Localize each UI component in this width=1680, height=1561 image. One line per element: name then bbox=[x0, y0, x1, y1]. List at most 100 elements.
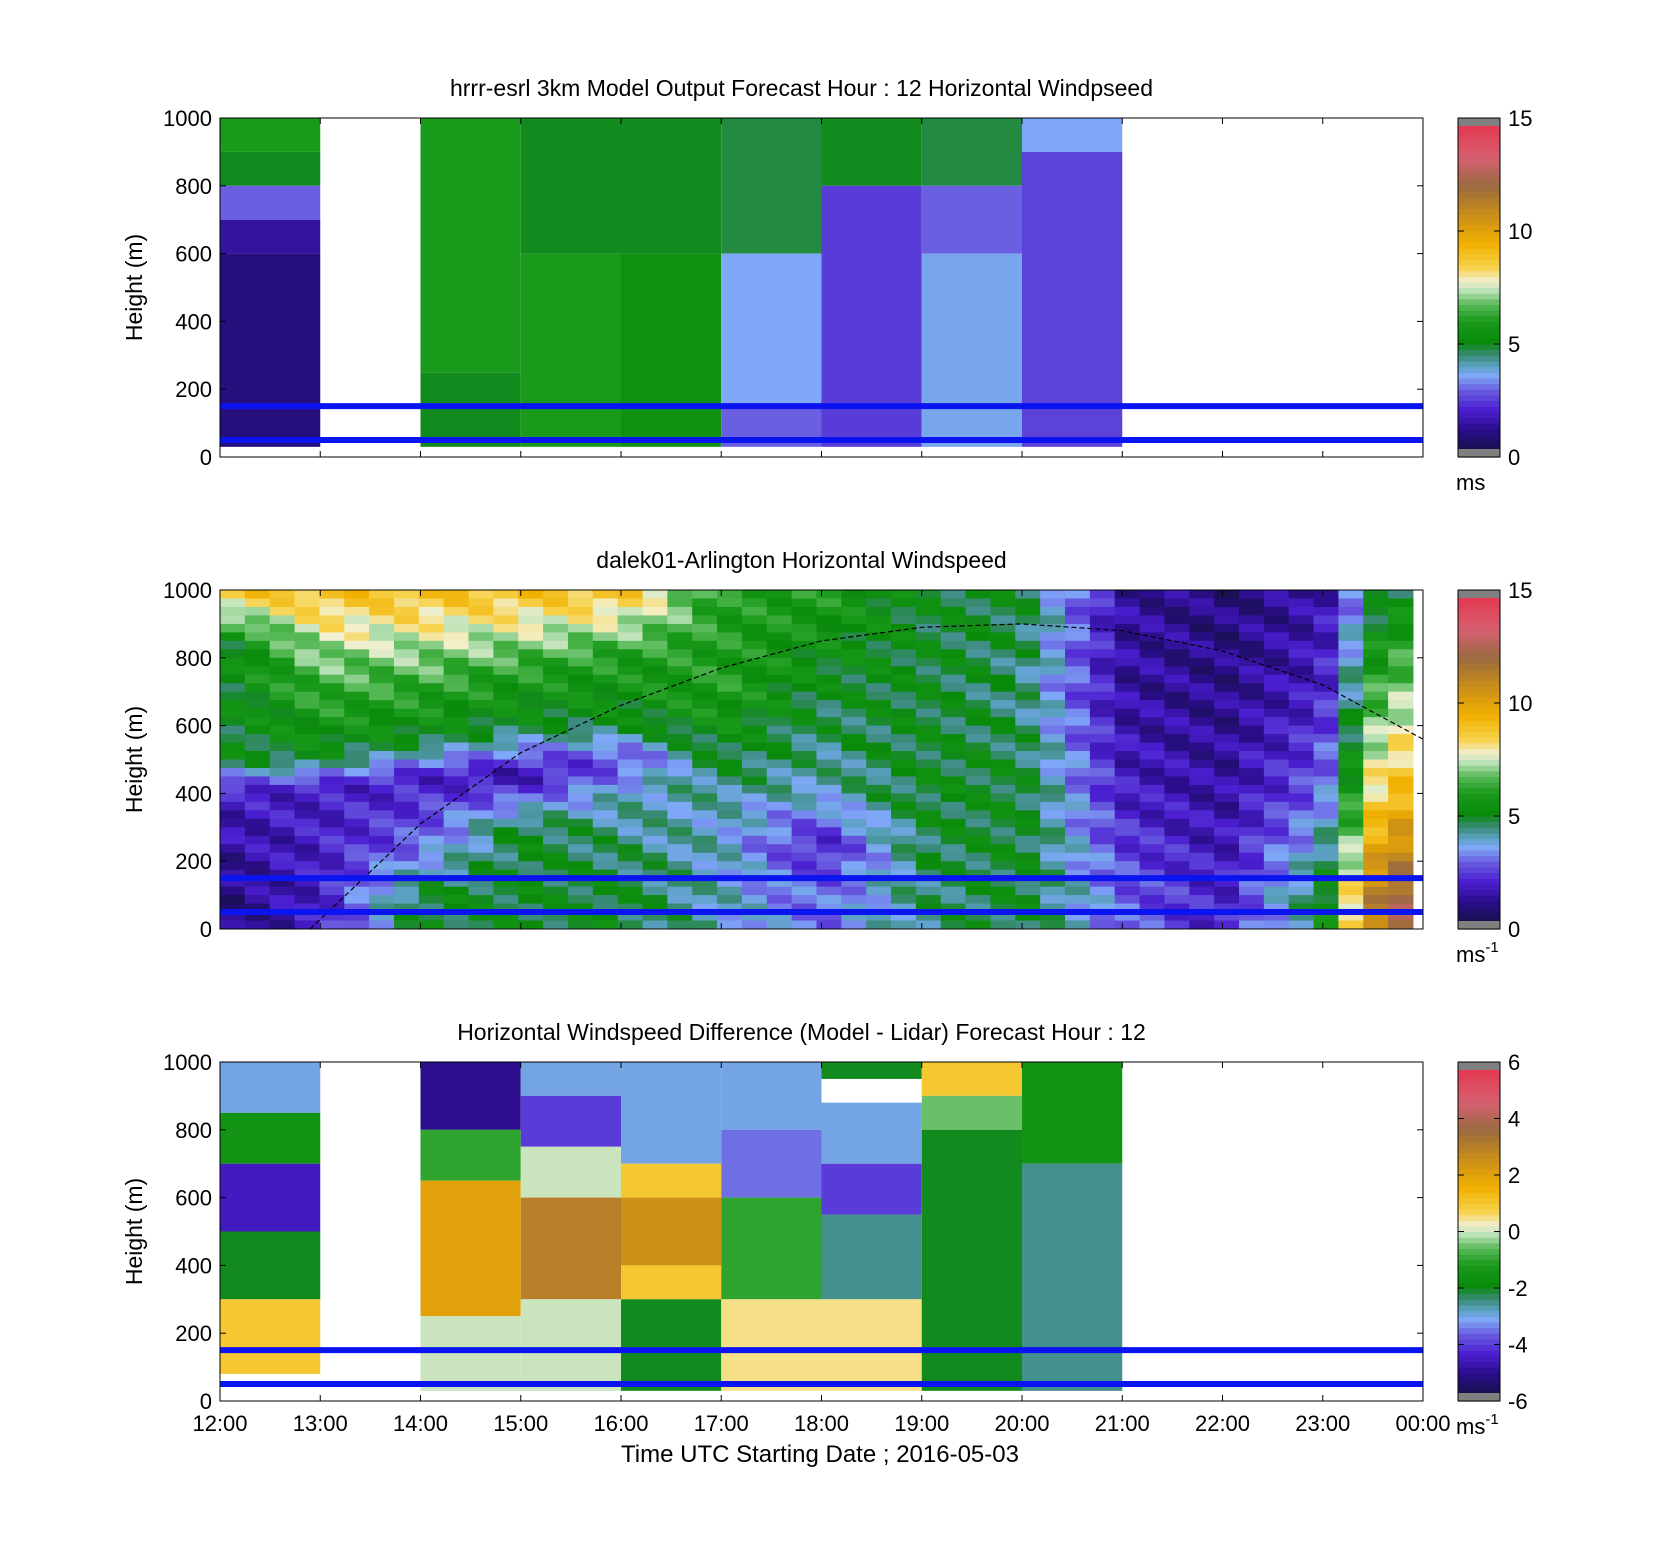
heatmap-cell bbox=[1040, 649, 1066, 659]
heatmap-cell bbox=[965, 649, 991, 659]
heatmap-cell bbox=[592, 827, 619, 837]
heatmap-cell bbox=[642, 784, 668, 794]
heatmap-cell bbox=[940, 912, 967, 922]
heatmap-cell bbox=[1288, 657, 1315, 667]
colorbar-segment bbox=[1458, 1288, 1500, 1295]
heatmap-cell bbox=[990, 717, 1016, 727]
heatmap-cell bbox=[940, 734, 967, 744]
colorbar-segment bbox=[1458, 686, 1500, 693]
x-axis-label: Time UTC Starting Date ; 2016-05-03 bbox=[621, 1441, 1019, 1468]
heatmap-cell bbox=[990, 751, 1016, 760]
heatmap-cell bbox=[891, 767, 917, 777]
heatmap-cell bbox=[990, 776, 1016, 786]
heatmap-cell bbox=[567, 920, 594, 930]
heatmap-cell bbox=[344, 793, 370, 803]
heatmap-cell bbox=[891, 623, 917, 633]
heatmap-cell bbox=[1164, 708, 1190, 718]
heatmap-cell bbox=[940, 717, 967, 727]
heatmap-cell bbox=[717, 700, 743, 710]
colorbar-segment bbox=[1458, 872, 1500, 879]
heatmap-cell bbox=[1114, 776, 1141, 786]
heatmap-cell bbox=[1015, 793, 1041, 803]
heatmap-cell bbox=[1363, 912, 1389, 922]
heatmap-cell bbox=[543, 674, 569, 684]
y-axis-label: Height (m) bbox=[121, 1178, 147, 1285]
heatmap-cell bbox=[443, 810, 470, 820]
heatmap-cell bbox=[816, 742, 842, 752]
heatmap-cell bbox=[1363, 717, 1389, 727]
heatmap-cell bbox=[567, 878, 594, 888]
heatmap-cell bbox=[294, 623, 320, 633]
heatmap-cell bbox=[1015, 708, 1041, 718]
heatmap-cell bbox=[518, 674, 544, 684]
heatmap-cell bbox=[1189, 835, 1215, 845]
heatmap-cell bbox=[692, 700, 718, 710]
heatmap-cell bbox=[1189, 674, 1215, 684]
heatmap-cell bbox=[940, 700, 967, 710]
heatmap-cell bbox=[915, 691, 942, 701]
heatmap-cell bbox=[1313, 810, 1339, 820]
heatmap-cell bbox=[791, 861, 817, 871]
heatmap-cell bbox=[841, 742, 867, 752]
heatmap-cell bbox=[420, 1180, 521, 1317]
heatmap-cell bbox=[468, 784, 494, 794]
heatmap-cell bbox=[692, 734, 718, 744]
heatmap-cell bbox=[841, 623, 867, 633]
heatmap-cell bbox=[567, 903, 594, 913]
heatmap-cell bbox=[965, 734, 991, 744]
heatmap-cell bbox=[1114, 734, 1141, 744]
heatmap-cell bbox=[965, 818, 991, 828]
heatmap-cells bbox=[220, 118, 1123, 447]
heatmap-cell bbox=[1214, 844, 1240, 854]
colorbar-segment bbox=[1458, 1084, 1500, 1091]
heatmap-cell bbox=[418, 869, 445, 879]
heatmap-cell bbox=[866, 598, 892, 608]
heatmap-cell bbox=[244, 657, 271, 667]
heatmap-cell bbox=[1015, 852, 1041, 862]
heatmap-cell bbox=[667, 869, 693, 879]
heatmap-cell bbox=[443, 861, 470, 871]
heatmap-cell bbox=[940, 649, 967, 659]
heatmap-cell bbox=[1114, 827, 1141, 837]
heatmap-cell bbox=[393, 683, 420, 693]
heatmap-cell bbox=[244, 895, 271, 905]
heatmap-cell bbox=[741, 852, 768, 862]
heatmap-cell bbox=[567, 734, 594, 744]
heatmap-cell bbox=[667, 759, 693, 769]
heatmap-cell bbox=[717, 649, 743, 659]
heatmap-cell bbox=[1313, 751, 1339, 760]
heatmap-cell bbox=[1238, 606, 1265, 616]
heatmap-cell bbox=[443, 623, 470, 633]
heatmap-cell bbox=[891, 598, 917, 608]
heatmap-cell bbox=[866, 742, 892, 752]
heatmap-cell bbox=[567, 590, 594, 599]
heatmap-cell bbox=[1238, 895, 1265, 905]
heatmap-cell bbox=[543, 878, 569, 888]
heatmap-cell bbox=[1263, 708, 1290, 718]
heatmap-cell bbox=[443, 869, 470, 879]
heatmap-cell bbox=[1338, 861, 1364, 871]
heatmap-cell bbox=[418, 912, 445, 922]
heatmap-cell bbox=[468, 683, 494, 693]
heatmap-cell bbox=[642, 912, 668, 922]
heatmap-cell bbox=[816, 649, 842, 659]
heatmap-cell bbox=[1338, 606, 1364, 616]
heatmap-cell bbox=[921, 118, 1022, 186]
heatmap-cell bbox=[294, 810, 320, 820]
heatmap-cell bbox=[1189, 895, 1215, 905]
colorbar-unit-exponent: -1 bbox=[1485, 939, 1498, 956]
colorbar-segment bbox=[1458, 883, 1500, 891]
heatmap-cell bbox=[493, 590, 519, 599]
heatmap-cell bbox=[1363, 657, 1389, 667]
heatmap-cell bbox=[940, 903, 967, 913]
heatmap-cell bbox=[1388, 793, 1414, 803]
heatmap-cell bbox=[821, 1062, 922, 1079]
heatmap-cell bbox=[1164, 810, 1190, 820]
heatmap-cell bbox=[692, 683, 718, 693]
heatmap-cell bbox=[1388, 683, 1414, 693]
heatmap-cell bbox=[1065, 708, 1091, 718]
heatmap-cell bbox=[468, 801, 494, 811]
heatmap-cell bbox=[269, 920, 296, 930]
heatmap-cell bbox=[294, 590, 320, 599]
